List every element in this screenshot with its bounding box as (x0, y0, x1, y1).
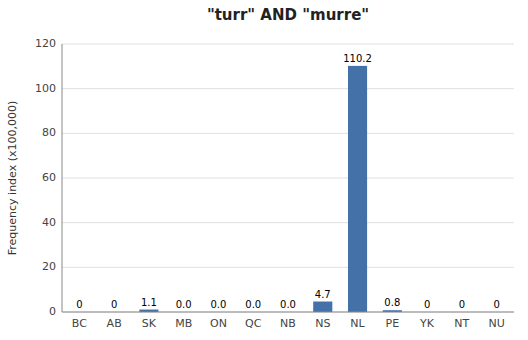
grid-line (62, 267, 514, 268)
grid-line (62, 88, 514, 89)
y-tick-label: 60 (42, 171, 56, 184)
x-tick-label: NU (488, 317, 504, 330)
x-tick-label: AB (107, 317, 122, 330)
bars (139, 66, 402, 312)
data-label: 0.8 (384, 297, 400, 308)
x-tick-label: NB (280, 317, 296, 330)
y-axis-line (62, 44, 63, 312)
grid-line (62, 44, 514, 45)
data-label: 0 (459, 299, 465, 310)
data-label: 0.0 (176, 299, 192, 310)
x-tick-label: MB (175, 317, 192, 330)
grid (62, 44, 514, 312)
data-label: 110.2 (343, 53, 372, 64)
data-label: 4.7 (315, 289, 331, 300)
y-tick-label: 80 (42, 126, 56, 139)
y-tick-label: 40 (42, 216, 56, 229)
x-tick-label: YK (419, 317, 435, 330)
data-label: 0 (111, 299, 117, 310)
data-label: 0.0 (245, 299, 261, 310)
x-tick-label: NL (350, 317, 365, 330)
grid-line (62, 222, 514, 223)
y-tick-label: 0 (49, 305, 56, 318)
data-label: 0 (424, 299, 430, 310)
data-label: 0.0 (280, 299, 296, 310)
x-tick-label: ON (210, 317, 227, 330)
grid-line (62, 133, 514, 134)
y-axis-label: Frequency index (x100,000) (6, 101, 19, 256)
y-tick-label: 100 (35, 82, 56, 95)
x-axis-line (62, 312, 514, 313)
data-label: 0 (76, 299, 82, 310)
x-tick-label: NS (315, 317, 330, 330)
chart-svg: 0 20 40 60 80 100 120 BC AB SK MB ON QC NB NS NL PE YK NT N… (0, 0, 528, 340)
data-label: 0.0 (211, 299, 227, 310)
grid-line (62, 178, 514, 179)
y-tick-label: 20 (42, 260, 56, 273)
x-tick-label: QC (245, 317, 262, 330)
title: "turr" AND "murre" (207, 6, 369, 24)
x-tick-label: NT (454, 317, 469, 330)
bar (313, 302, 332, 312)
bar (348, 66, 367, 312)
data-label: 1.1 (141, 297, 157, 308)
y-tick-label: 120 (35, 37, 56, 50)
x-tick-label: PE (386, 317, 400, 330)
grid-line (62, 312, 514, 313)
data-label: 0 (493, 299, 499, 310)
chart-container: 0 20 40 60 80 100 120 BC AB SK MB ON QC NB NS NL PE YK NT N… (0, 0, 528, 340)
x-tick-label: SK (142, 317, 157, 330)
x-tick-label: BC (72, 317, 87, 330)
